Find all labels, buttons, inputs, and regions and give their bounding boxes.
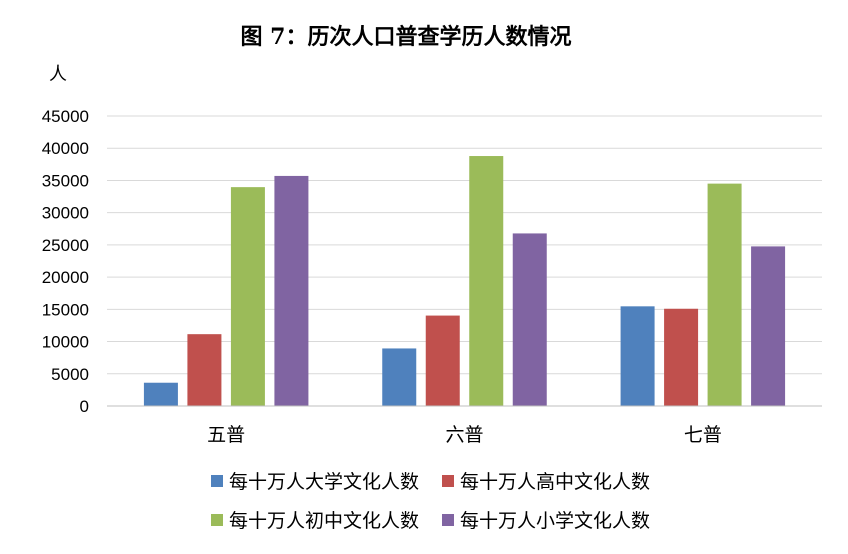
y-axis-unit-label: 人 (49, 64, 67, 85)
bar-1-1 (143, 382, 178, 406)
bar-4-1 (274, 175, 309, 406)
y-tick-label: 5000 (51, 365, 89, 384)
y-tick-label: 10000 (42, 333, 89, 352)
bars (143, 156, 786, 406)
chart-title: 图 7：历次人口普查学历人数情况 (241, 24, 572, 50)
bar-3-3 (707, 183, 742, 406)
x-category-label: 六普 (445, 424, 483, 446)
bar-2-1 (187, 334, 222, 406)
x-axis-categories: 五普 六普 七普 (207, 424, 722, 446)
bar-4-2 (512, 233, 547, 406)
legend-swatch (211, 514, 223, 526)
legend-label: 每十万人小学文化人数 (460, 510, 650, 532)
x-category-label: 五普 (207, 424, 245, 446)
legend-swatch (211, 475, 223, 487)
y-tick-label: 15000 (42, 300, 89, 319)
legend-label: 每十万人初中文化人数 (229, 510, 419, 532)
y-tick-label: 20000 (42, 268, 89, 287)
legend-label: 每十万人高中文化人数 (460, 471, 650, 493)
legend-swatch (442, 475, 454, 487)
x-category-label: 七普 (684, 424, 722, 446)
legend-label: 每十万人大学文化人数 (229, 471, 419, 493)
y-tick-label: 45000 (42, 107, 89, 126)
y-tick-label: 0 (80, 397, 89, 416)
bar-2-2 (425, 315, 460, 406)
y-tick-label: 25000 (42, 236, 89, 255)
y-tick-label: 35000 (42, 171, 89, 190)
legend-swatch (442, 514, 454, 526)
bar-4-3 (751, 246, 786, 406)
y-tick-label: 30000 (42, 204, 89, 223)
bar-3-2 (469, 156, 504, 406)
bar-2-3 (664, 308, 699, 406)
bar-1-3 (620, 306, 655, 406)
y-tick-label: 40000 (42, 139, 89, 158)
bar-3-1 (230, 187, 265, 406)
bar-1-2 (382, 348, 417, 406)
gridlines (107, 115, 822, 375)
y-axis-ticks: 0 5000 10000 15000 20000 25000 30000 35000 40000… (42, 107, 89, 416)
